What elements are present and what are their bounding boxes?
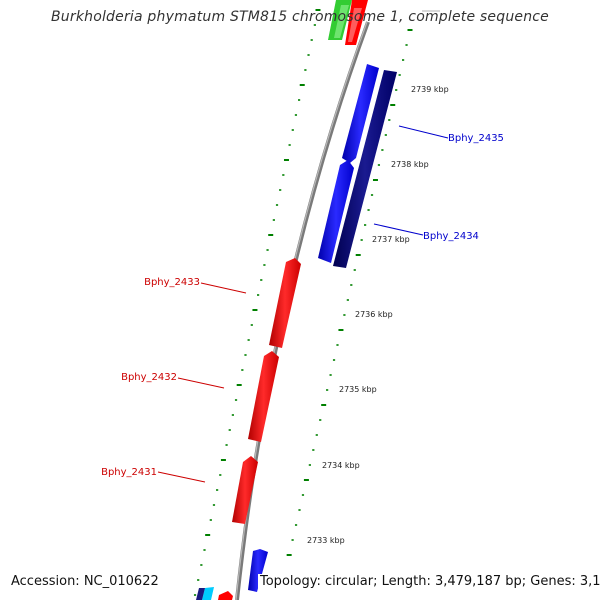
tick-label: 2739 kbp bbox=[411, 85, 449, 94]
gene-label-bphy-2434: Bphy_2434 bbox=[423, 231, 479, 242]
gene-bottom-cyan bbox=[202, 587, 214, 600]
gene-label-bphy-2433: Bphy_2433 bbox=[144, 277, 200, 288]
tick-label: 2734 kbp bbox=[322, 461, 360, 470]
tick-label: 2738 kbp bbox=[391, 160, 429, 169]
tick-labels: 2739 kbp 2738 kbp 2737 kbp 2736 kbp 2735… bbox=[307, 85, 449, 545]
gene-label-bphy-2432: Bphy_2432 bbox=[121, 372, 177, 383]
gene-bottom-navy bbox=[196, 588, 205, 600]
gene-bphy-2434 bbox=[318, 160, 354, 263]
gene-bottom-blue bbox=[248, 549, 268, 592]
tick-label: 2733 kbp bbox=[307, 536, 345, 545]
tick-label: 2735 kbp bbox=[339, 385, 377, 394]
tick-label: 2737 kbp bbox=[372, 235, 410, 244]
accession-label: Accession: NC_010622 bbox=[9, 574, 161, 589]
gene-arrows bbox=[196, 64, 397, 600]
gene-label-bphy-2431: Bphy_2431 bbox=[101, 467, 157, 478]
tick-tracks bbox=[193, 9, 413, 596]
gene-bphy-2435 bbox=[342, 64, 379, 163]
tick-label: 2736 kbp bbox=[355, 310, 393, 319]
gene-bphy-2433 bbox=[269, 258, 301, 348]
top-partial-genes bbox=[328, 0, 440, 45]
topology-label: Topology: circular; Length: 3,479,187 bp… bbox=[258, 574, 600, 589]
gene-labels: Bphy_2435 Bphy_2434 Bphy_2433 Bphy_2432 … bbox=[101, 125, 504, 483]
gene-bphy-2431 bbox=[232, 456, 258, 524]
gene-bphy-2432 bbox=[248, 351, 279, 442]
map-title: Burkholderia phymatum STM815 chromosome … bbox=[50, 9, 549, 25]
gene-bottom-red bbox=[218, 591, 233, 600]
gene-label-bphy-2435: Bphy_2435 bbox=[448, 133, 504, 144]
gene-dark-band bbox=[333, 70, 397, 268]
